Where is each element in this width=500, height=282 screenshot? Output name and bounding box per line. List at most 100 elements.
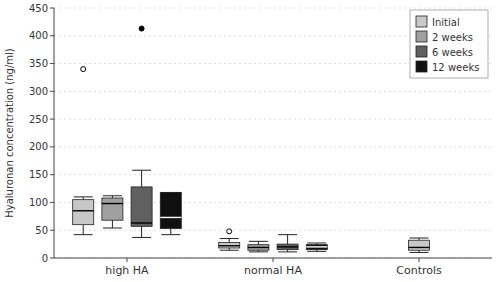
legend-swatch xyxy=(416,61,427,72)
box-group xyxy=(219,229,240,250)
cap-upper xyxy=(307,243,326,244)
tick-mark xyxy=(50,230,54,231)
y-axis xyxy=(54,8,55,258)
grid-line xyxy=(54,174,492,175)
cap-lower xyxy=(220,250,239,251)
tick-mark xyxy=(50,174,54,175)
legend-label: 2 weeks xyxy=(432,32,473,43)
y-axis-label: Hyaluronan concentration (ng/ml) xyxy=(4,48,15,218)
box-group xyxy=(306,243,327,251)
tick-label: 450 xyxy=(29,3,48,14)
whisker-lower xyxy=(141,226,142,237)
whisker-upper xyxy=(287,235,288,244)
tick-mark xyxy=(50,258,54,259)
tick-label: 250 xyxy=(29,114,48,125)
legend-swatch xyxy=(416,31,427,42)
whisker-lower xyxy=(83,225,84,235)
median xyxy=(160,217,181,218)
box xyxy=(102,198,123,220)
box xyxy=(408,240,429,250)
cap-lower xyxy=(410,252,429,253)
boxes xyxy=(73,26,430,252)
cap-upper xyxy=(220,238,239,239)
category-label: Controls xyxy=(396,264,442,277)
box xyxy=(131,187,152,226)
legend-swatch xyxy=(416,46,427,57)
median xyxy=(219,245,240,246)
legend: Initial 2 weeks 6 weeks 12 weeks xyxy=(410,10,488,78)
legend-swatch xyxy=(416,16,427,27)
box xyxy=(306,245,327,250)
chart: 0 50 100 150 200 250 300 350 400 450 Hyaluronan co… xyxy=(0,0,500,282)
median xyxy=(277,246,298,247)
cap-lower xyxy=(278,251,297,252)
box-group xyxy=(102,196,123,228)
tick-label: 300 xyxy=(29,86,48,97)
cap-upper xyxy=(103,195,122,196)
tick-label: 400 xyxy=(29,30,48,41)
cap-upper xyxy=(278,234,297,235)
grid-line xyxy=(54,146,492,147)
category-label: normal HA xyxy=(244,264,302,277)
cap-lower xyxy=(132,237,151,238)
tick-mark xyxy=(50,8,54,9)
cap-upper xyxy=(74,196,93,197)
flier-filled xyxy=(139,26,144,31)
whisker-lower xyxy=(170,229,171,235)
legend-label: 6 weeks xyxy=(432,47,473,58)
legend-label: 12 weeks xyxy=(432,62,479,73)
cap-upper xyxy=(249,241,268,242)
legend-frame xyxy=(410,10,488,78)
grid-line xyxy=(54,119,492,120)
category-label: high HA xyxy=(105,264,149,277)
tick-label: 150 xyxy=(29,169,48,180)
box-group xyxy=(160,192,181,234)
box-group xyxy=(248,241,269,252)
tick-label: 200 xyxy=(29,141,48,152)
cap-lower xyxy=(307,251,326,252)
tick-mark xyxy=(127,258,128,262)
median xyxy=(102,203,123,204)
whisker-upper xyxy=(229,239,230,243)
box-group xyxy=(277,235,298,252)
box-group xyxy=(131,26,152,237)
cap-upper xyxy=(410,238,429,239)
tick-mark xyxy=(273,258,274,262)
tick-label: 50 xyxy=(35,225,48,236)
grid-line xyxy=(54,8,492,9)
median xyxy=(248,247,269,248)
cap-upper xyxy=(132,170,151,171)
tick-mark xyxy=(50,63,54,64)
box xyxy=(219,242,240,248)
cap-lower xyxy=(103,228,122,229)
grid-line xyxy=(54,91,492,92)
whisker-upper xyxy=(141,170,142,187)
box xyxy=(160,192,181,228)
tick-mark xyxy=(50,119,54,120)
median xyxy=(306,246,327,247)
tick-mark xyxy=(50,91,54,92)
tick-label: 0 xyxy=(42,253,48,264)
flier-open xyxy=(227,229,232,234)
box xyxy=(248,245,269,251)
median xyxy=(73,210,94,211)
box-group xyxy=(73,67,94,235)
cap-lower xyxy=(74,234,93,235)
box xyxy=(73,200,94,225)
cap-lower xyxy=(249,251,268,252)
median xyxy=(131,222,152,223)
tick-label: 350 xyxy=(29,58,48,69)
cap-lower xyxy=(161,234,180,235)
tick-mark xyxy=(419,258,420,262)
flier-open xyxy=(81,67,86,72)
box xyxy=(277,244,298,250)
grid xyxy=(54,8,492,258)
tick-mark xyxy=(50,202,54,203)
grid-line xyxy=(54,230,492,231)
median xyxy=(408,247,429,248)
tick-mark xyxy=(50,146,54,147)
tick-label: 100 xyxy=(29,197,48,208)
tick-mark xyxy=(50,35,54,36)
whisker-lower xyxy=(112,220,113,228)
legend-label: Initial xyxy=(432,17,460,28)
